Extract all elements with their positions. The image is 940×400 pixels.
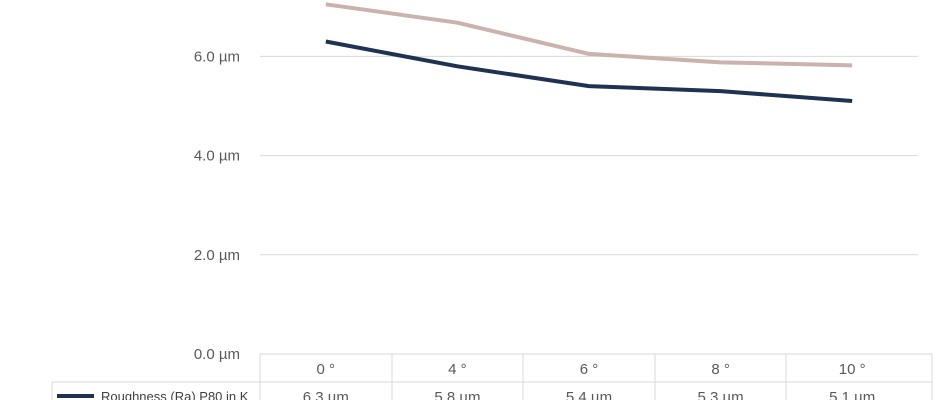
table-value-cell: 5.3 µm bbox=[698, 389, 744, 400]
series-lines bbox=[325, 2, 853, 104]
x-category-label: 10 ° bbox=[839, 361, 866, 378]
table-value-cell: 5.1 µm bbox=[829, 389, 875, 400]
table-value-cell: 5.8 µm bbox=[434, 389, 480, 400]
y-axis-tick-labels: 0.0 µm 2.0 µm 4.0 µm 6.0 µm bbox=[194, 48, 240, 363]
series-line-0 bbox=[325, 39, 853, 104]
legend-label: Roughness (Ra) P80 in K bbox=[101, 389, 249, 400]
y-tick-label: 0.0 µm bbox=[194, 346, 240, 363]
x-category-label: 0 ° bbox=[317, 361, 336, 378]
x-category-label: 8 ° bbox=[711, 361, 730, 378]
y-tick-label: 6.0 µm bbox=[194, 48, 240, 65]
y-tick-label: 2.0 µm bbox=[194, 247, 240, 264]
y-tick-label: 4.0 µm bbox=[194, 148, 240, 165]
x-category-label: 4 ° bbox=[448, 361, 467, 378]
x-category-label: 6 ° bbox=[580, 361, 599, 378]
gridlines bbox=[260, 55, 918, 256]
data-table: 0 ° 4 ° 6 ° 8 ° 10 ° Roughness (Ra) P80 in K 6… bbox=[51, 353, 933, 400]
table-value-cell: 5.4 µm bbox=[566, 389, 612, 400]
table-value-cell: 6.3 µm bbox=[303, 389, 349, 400]
